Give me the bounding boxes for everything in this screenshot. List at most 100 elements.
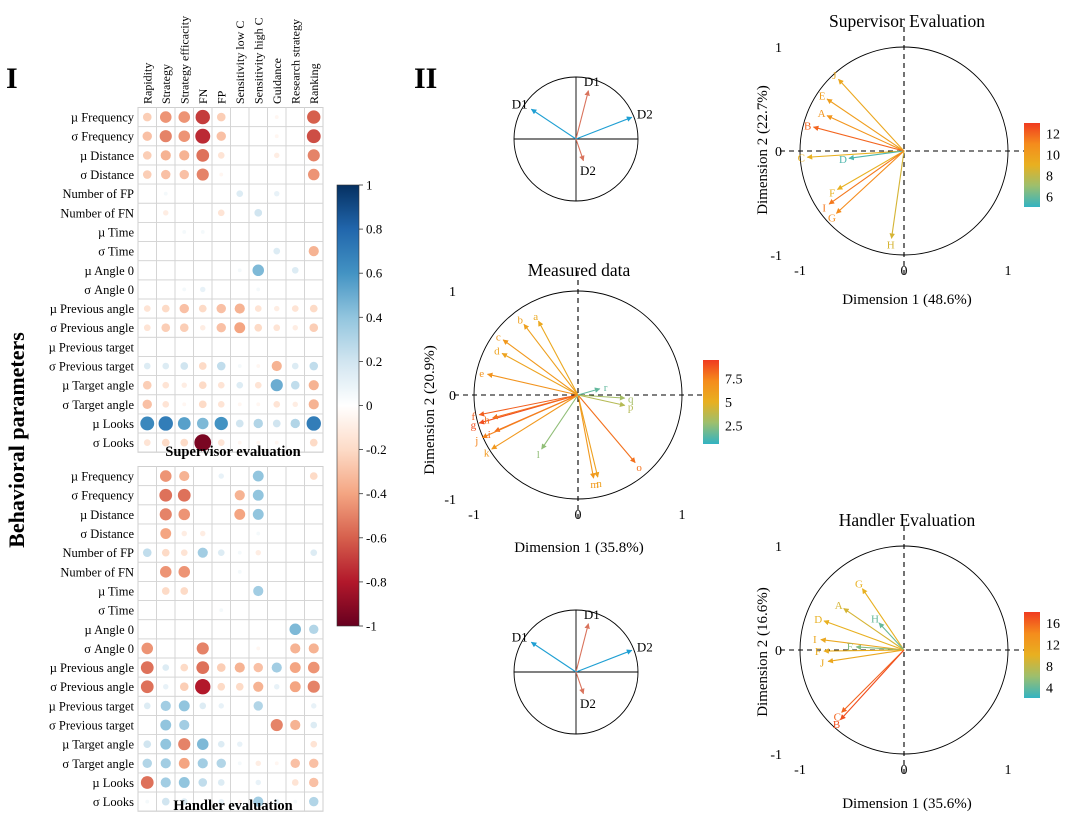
correlation-mark [306,129,321,144]
y-tick-label: 0 [775,145,782,160]
correlation-mark [217,779,225,786]
correlation-mark [178,738,191,751]
correlation-mark [307,110,321,124]
variable-vector [577,387,601,396]
correlation-mark [196,642,209,655]
correlation-mark [252,470,264,482]
correlation-mark [254,208,263,217]
correlation-mark [291,305,299,312]
vector-label: F [829,187,835,199]
variable-vector [826,98,905,152]
correlation-mark [252,508,264,520]
correlation-mark [270,379,283,392]
correlation-mark [256,646,261,651]
heatmap-column-label: FN [196,88,210,104]
correlation-mark [163,210,169,216]
x-tick-label: 0 [575,508,582,523]
correlation-mark [159,488,173,502]
correlation-mark [270,718,283,732]
y-tick-label: 0 [449,389,456,404]
correlation-mark [289,662,301,674]
vector-label: m [590,479,599,491]
correlation-mark [200,325,206,331]
correlation-mark [181,382,187,388]
vector-label: p [628,402,634,414]
correlation-mark [179,303,189,314]
correlation-mark [141,642,154,655]
variable-vector [828,150,905,205]
variable-vector [843,607,905,651]
variable-vector [577,394,626,408]
y-tick-label: -1 [444,493,456,508]
key-vector-label: D2 [637,107,653,122]
correlation-mark [163,191,168,196]
correlation-mark [255,760,261,767]
heatmap-column-label: Sensitivity low C [233,21,247,104]
variable-vector [889,150,905,239]
correlation-mark [255,779,261,786]
variable-vector [491,394,579,450]
vector-label: H [871,614,879,626]
correlation-mark [290,380,300,390]
correlation-mark [197,547,208,558]
correlation-mark [178,111,191,123]
vector-label: A [818,108,826,120]
vector-label: H [887,239,895,251]
correlation-mark [142,548,152,557]
correlation-mark [273,400,281,408]
correlation-mark [160,719,172,731]
heatmap-row-label: σ Angle 0 [84,283,134,297]
heatmap-column-label: Guidance [270,58,284,104]
correlation-mark [161,587,170,595]
correlation-mark [290,758,300,769]
vector-label: r [604,382,608,394]
variable-vector [827,649,905,664]
correlation-mark [306,416,321,431]
heatmap-row-label: µ Distance [80,508,135,522]
variable-vector [826,115,905,152]
heatmap-cell [304,791,324,812]
correlation-mark [198,362,207,370]
pca-legend-tick: 8 [1046,660,1053,675]
correlation-mark [198,304,207,313]
variable-vector [841,649,905,713]
correlation-mark [310,549,318,557]
correlation-mark [216,131,226,141]
vector-label: I [813,634,817,646]
pca-legend-tick: 12 [1046,638,1060,653]
pca-legend-tick: 7.5 [725,373,743,388]
vector-label: g [471,420,477,432]
heatmap-row-label: µ Time [98,225,134,239]
correlation-mark [218,703,224,709]
correlation-mark [178,508,191,521]
correlation-mark [237,268,242,273]
correlation-mark [142,170,152,179]
correlation-mark [217,740,225,748]
correlation-mark [291,779,299,786]
correlation-mark [179,470,190,482]
vector-label: G [828,212,836,224]
handler-evaluation-pca: -1 0 1 -1 0 1 GA D H I E FJ CB 16 12 8 4 [770,526,1060,778]
x-tick-label: 1 [1005,264,1012,279]
correlation-mark [271,662,282,673]
heatmap-row-label: µ Previous angle [50,661,135,675]
correlation-mark [178,700,190,712]
correlation-mark [308,643,319,654]
pca-color-legend [1024,123,1040,207]
correlation-mark [198,400,207,409]
correlation-mark [159,566,172,578]
heatmap-row-label: µ Frequency [71,111,135,125]
correlation-mark [199,702,207,710]
measured-data-xlabel: Dimension 1 (35.8%) [514,540,644,556]
correlation-mark [252,264,265,277]
handler-pca-title: Handler Evaluation [839,510,976,530]
vector-label: f [471,411,475,423]
correlation-mark [145,799,150,804]
heatmap-row-label: σ Previous target [49,719,134,733]
heatmap-row-label: σ Distance [80,168,134,182]
correlation-mark [198,381,207,390]
x-tick-label: -1 [794,763,806,778]
correlation-mark [178,777,190,788]
variable-vector [486,372,579,396]
vector-label: D [839,154,847,166]
